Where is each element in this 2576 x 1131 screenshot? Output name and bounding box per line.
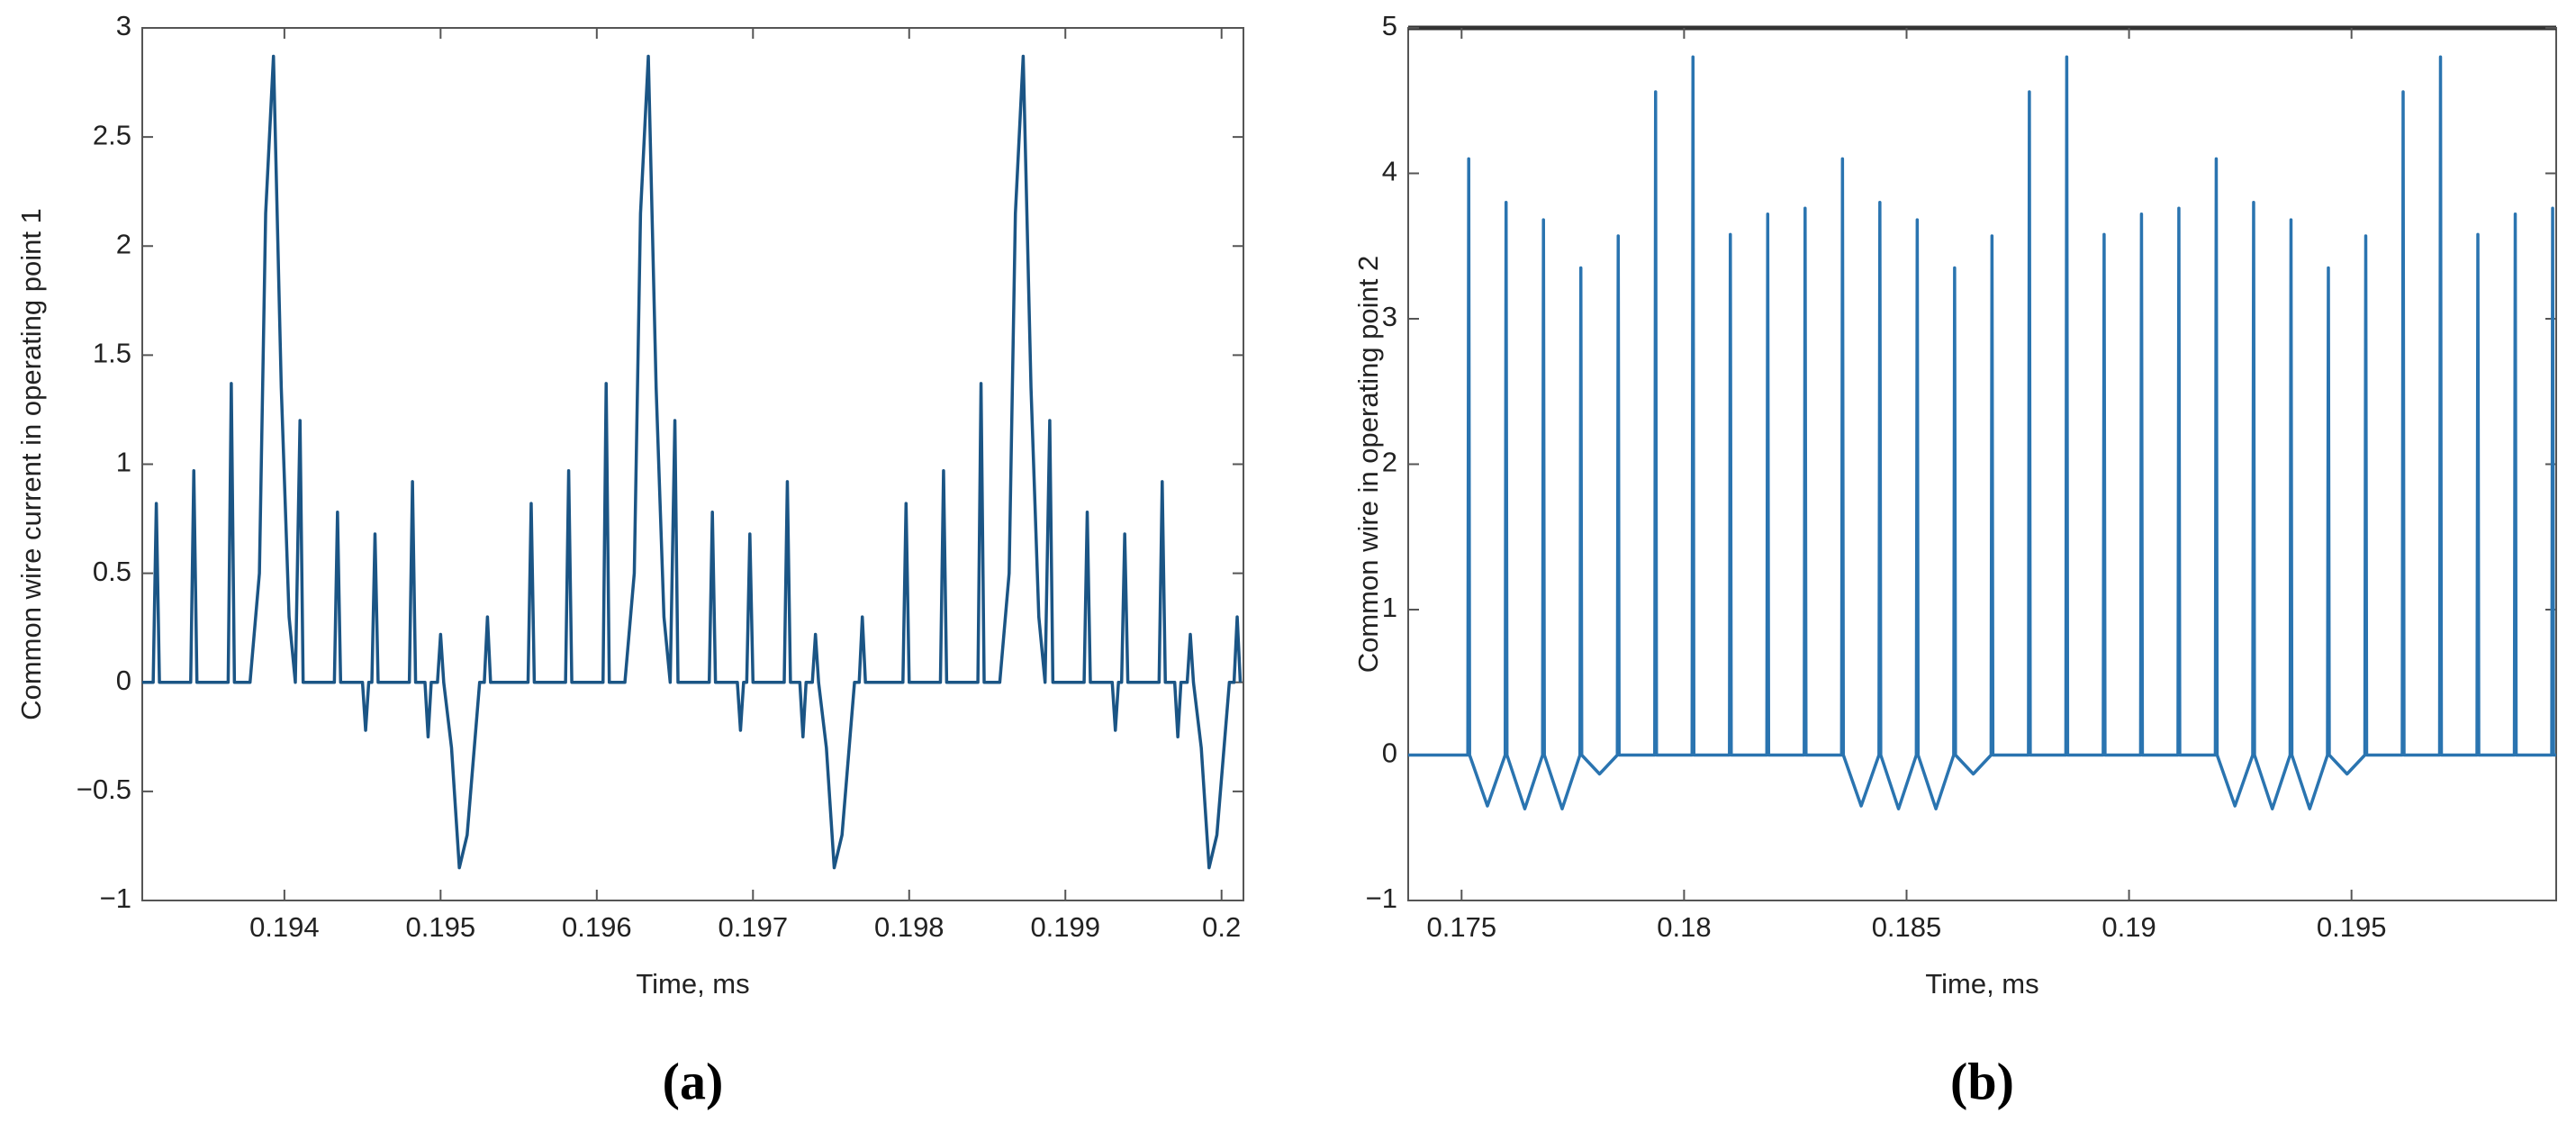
x-tick-label: 0.194: [249, 911, 320, 943]
y-tick-label: 5: [1382, 10, 1397, 41]
x-axis-label: Time, ms: [636, 968, 749, 1000]
x-tick-label: 0.197: [718, 911, 788, 943]
x-tick-label: 0.198: [874, 911, 945, 943]
y-tick-label: −0.5: [77, 774, 131, 805]
data-line: [142, 54, 1243, 870]
data-line: [1408, 55, 2556, 810]
x-axis-label: Time, ms: [1925, 968, 2038, 1000]
x-tick-label: 0.195: [2317, 911, 2387, 943]
x-tick-label: 0.2: [1202, 911, 1241, 943]
y-tick-label: 4: [1382, 156, 1397, 187]
y-tick-label: 1: [1382, 592, 1397, 623]
x-tick-label: 0.175: [1427, 911, 1497, 943]
y-tick-label: 1: [116, 447, 131, 478]
y-tick-label: 0: [116, 665, 131, 696]
y-tick-label: 3: [1382, 301, 1397, 332]
x-tick-label: 0.196: [562, 911, 632, 943]
x-tick-label: 0.19: [2101, 911, 2156, 943]
plot-frame: [141, 27, 1244, 901]
y-tick-label: 2: [116, 228, 131, 259]
caption: (b): [1950, 1052, 2014, 1110]
y-tick-label: 0.5: [93, 556, 131, 587]
y-tick-label: −1: [1366, 882, 1397, 914]
y-tick-label: 3: [116, 10, 131, 41]
x-tick-label: 0.195: [406, 911, 476, 943]
y-tick-label: 2.5: [93, 119, 131, 150]
y-tick-label: 1.5: [93, 338, 131, 369]
y-axis-label: Common wire current in operating point 1: [15, 208, 47, 720]
caption: (a): [663, 1052, 724, 1110]
x-tick-label: 0.18: [1657, 911, 1711, 943]
x-tick-label: 0.185: [1872, 911, 1942, 943]
y-tick-label: 2: [1382, 447, 1397, 478]
y-axis-label: Common wire in operating point 2: [1352, 256, 1384, 674]
x-tick-label: 0.199: [1030, 911, 1100, 943]
y-tick-label: −1: [100, 882, 131, 914]
y-tick-label: 0: [1382, 737, 1397, 769]
